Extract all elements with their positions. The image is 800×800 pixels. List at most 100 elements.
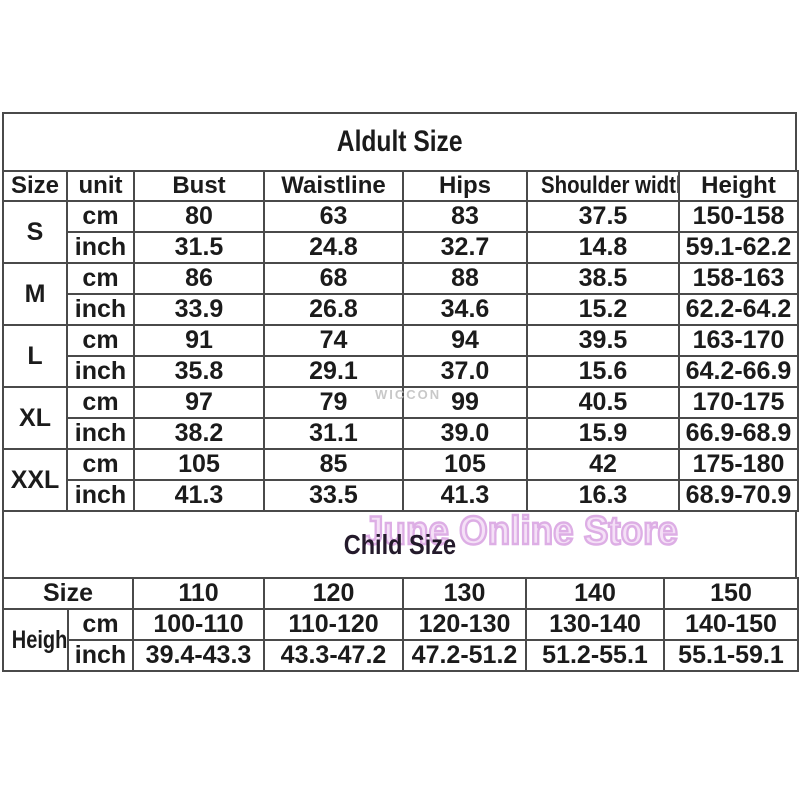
header-cell: Waistline: [265, 172, 404, 202]
value-cell: 14.8: [528, 233, 680, 264]
unit-cell: cm: [68, 388, 135, 419]
value-cell: 130: [404, 579, 527, 610]
value-cell: 32.7: [404, 233, 528, 264]
value-cell: 68: [265, 264, 404, 295]
unit-cell: cm: [68, 202, 135, 233]
table-row: XL cm 97 79 99 40.5 170-175: [4, 388, 799, 450]
table-row: S cm 80 63 83 37.5 150-158: [4, 202, 799, 264]
value-cell: 68.9-70.9: [680, 481, 799, 512]
value-cell: 130-140: [527, 610, 665, 641]
size-label-cell: M: [4, 264, 68, 326]
value-cell: 39.4-43.3: [134, 641, 265, 672]
table-row: M cm 86 68 88 38.5 158-163: [4, 264, 799, 326]
table-row: inch 33.9 26.8 34.6 15.2 62.2-64.2: [4, 295, 799, 326]
value-cell: 105: [404, 450, 528, 481]
value-cell: 94: [404, 326, 528, 357]
value-cell: 66.9-68.9: [680, 419, 799, 450]
value-cell: 40.5: [528, 388, 680, 419]
adult-header-row: Size unit Bust Waistline Hips Shoulder w…: [4, 172, 799, 202]
height-label-cell: Height: [4, 610, 69, 672]
table-row: inch 31.5 24.8 32.7 14.8 59.1-62.2: [4, 233, 799, 264]
header-cell: unit: [68, 172, 135, 202]
child-size-title-band: Child Size: [2, 512, 797, 577]
value-cell: 37.0: [404, 357, 528, 388]
value-cell: 85: [265, 450, 404, 481]
unit-cell: inch: [68, 419, 135, 450]
unit-cell: inch: [69, 641, 134, 672]
value-cell: 74: [265, 326, 404, 357]
table-row: XXL cm 105 85 105 42 175-180: [4, 450, 799, 512]
value-cell: 41.3: [135, 481, 265, 512]
value-cell: 38.5: [528, 264, 680, 295]
value-cell: 43.3-47.2: [265, 641, 404, 672]
header-cell: Size: [4, 172, 68, 202]
value-cell: 39.0: [404, 419, 528, 450]
size-chart: Aldult Size Size unit Bust Waistline Hip…: [2, 112, 799, 672]
value-cell: 97: [135, 388, 265, 419]
value-cell: 86: [135, 264, 265, 295]
height-label: Height: [11, 625, 69, 654]
value-cell: 33.5: [265, 481, 404, 512]
value-cell: 37.5: [528, 202, 680, 233]
header-cell-label: Shoulder width: [540, 172, 680, 199]
value-cell: 120-130: [404, 610, 527, 641]
value-cell: 110-120: [265, 610, 404, 641]
adult-size-title-band: Aldult Size: [2, 112, 797, 170]
value-cell: 150: [665, 579, 799, 610]
header-cell: Shoulder width: [528, 172, 680, 202]
unit-cell: cm: [69, 610, 134, 641]
header-cell: Height: [680, 172, 799, 202]
table-row: L cm 91 74 94 39.5 163-170: [4, 326, 799, 388]
unit-cell: inch: [68, 233, 135, 264]
value-cell: 140: [527, 579, 665, 610]
value-cell: 31.5: [135, 233, 265, 264]
table-row: inch 38.2 31.1 39.0 15.9 66.9-68.9: [4, 419, 799, 450]
value-cell: 88: [404, 264, 528, 295]
child-size-title: Child Size: [343, 528, 456, 560]
value-cell: 39.5: [528, 326, 680, 357]
size-label-cell: XXL: [4, 450, 68, 512]
value-cell: 29.1: [265, 357, 404, 388]
size-label-cell: S: [4, 202, 68, 264]
size-label-cell: L: [4, 326, 68, 388]
header-cell: Hips: [404, 172, 528, 202]
value-cell: 15.9: [528, 419, 680, 450]
value-cell: 62.2-64.2: [680, 295, 799, 326]
unit-cell: inch: [68, 295, 135, 326]
value-cell: 100-110: [134, 610, 265, 641]
value-cell: 170-175: [680, 388, 799, 419]
size-label-cell: Size: [4, 579, 134, 610]
value-cell: 38.2: [135, 419, 265, 450]
value-cell: 24.8: [265, 233, 404, 264]
value-cell: 99: [404, 388, 528, 419]
value-cell: 158-163: [680, 264, 799, 295]
table-row: inch 39.4-43.3 43.3-47.2 47.2-51.2 51.2-…: [4, 641, 799, 672]
value-cell: 83: [404, 202, 528, 233]
value-cell: 47.2-51.2: [404, 641, 527, 672]
child-size-table: Size 110 120 130 140 150 Height cm 100-1…: [2, 577, 799, 672]
value-cell: 35.8: [135, 357, 265, 388]
size-label-cell: XL: [4, 388, 68, 450]
value-cell: 15.2: [528, 295, 680, 326]
adult-size-title: Aldult Size: [336, 125, 463, 158]
value-cell: 150-158: [680, 202, 799, 233]
table-row: Height cm 100-110 110-120 120-130 130-14…: [4, 610, 799, 672]
value-cell: 175-180: [680, 450, 799, 481]
unit-cell: inch: [68, 481, 135, 512]
value-cell: 64.2-66.9: [680, 357, 799, 388]
value-cell: 33.9: [135, 295, 265, 326]
value-cell: 16.3: [528, 481, 680, 512]
table-row: inch 35.8 29.1 37.0 15.6 64.2-66.9: [4, 357, 799, 388]
value-cell: 26.8: [265, 295, 404, 326]
value-cell: 55.1-59.1: [665, 641, 799, 672]
value-cell: 63: [265, 202, 404, 233]
unit-cell: cm: [68, 264, 135, 295]
child-size-row: Size 110 120 130 140 150: [4, 579, 799, 610]
value-cell: 140-150: [665, 610, 799, 641]
header-cell: Bust: [135, 172, 265, 202]
unit-cell: cm: [68, 326, 135, 357]
value-cell: 110: [134, 579, 265, 610]
value-cell: 34.6: [404, 295, 528, 326]
value-cell: 15.6: [528, 357, 680, 388]
value-cell: 59.1-62.2: [680, 233, 799, 264]
